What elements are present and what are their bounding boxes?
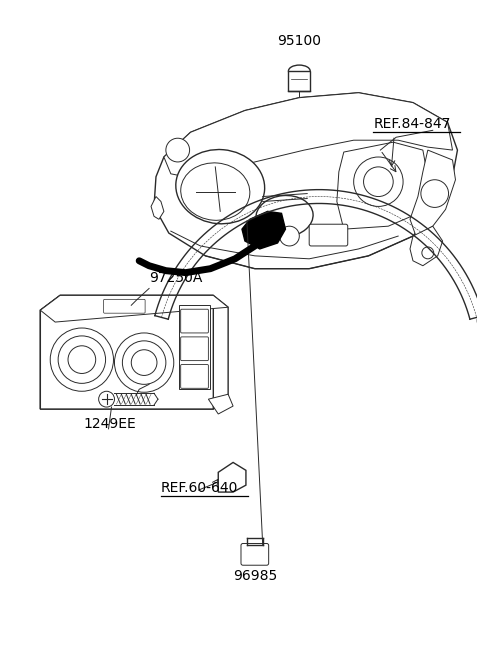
Circle shape [50, 328, 113, 391]
Circle shape [122, 341, 166, 384]
Circle shape [131, 350, 157, 375]
FancyBboxPatch shape [309, 224, 348, 246]
Polygon shape [410, 150, 456, 236]
FancyBboxPatch shape [179, 305, 210, 389]
Circle shape [114, 333, 174, 392]
Circle shape [421, 180, 448, 207]
Polygon shape [40, 295, 213, 409]
Polygon shape [151, 197, 164, 219]
FancyBboxPatch shape [288, 71, 310, 91]
Ellipse shape [256, 195, 313, 237]
Ellipse shape [477, 310, 480, 331]
Circle shape [68, 346, 96, 373]
Text: 1249EE: 1249EE [84, 417, 137, 431]
Text: REF.60-640: REF.60-640 [161, 481, 238, 495]
Text: REF.84-847: REF.84-847 [373, 117, 451, 131]
Circle shape [166, 138, 190, 162]
FancyBboxPatch shape [104, 299, 145, 313]
Polygon shape [208, 394, 233, 414]
Ellipse shape [176, 150, 264, 224]
Circle shape [363, 167, 393, 197]
Polygon shape [164, 92, 453, 176]
Polygon shape [218, 462, 246, 492]
FancyBboxPatch shape [180, 365, 208, 388]
Text: 95100: 95100 [277, 34, 321, 49]
Text: 96985: 96985 [233, 569, 277, 583]
FancyBboxPatch shape [241, 543, 269, 565]
Polygon shape [410, 226, 443, 266]
Polygon shape [40, 295, 228, 409]
Polygon shape [337, 142, 428, 229]
FancyBboxPatch shape [180, 337, 208, 361]
Ellipse shape [181, 163, 250, 220]
Text: 97250A: 97250A [149, 272, 203, 285]
Polygon shape [242, 211, 286, 249]
Circle shape [99, 391, 114, 407]
FancyBboxPatch shape [180, 309, 208, 333]
Circle shape [279, 226, 300, 246]
Polygon shape [154, 92, 457, 269]
Ellipse shape [288, 65, 310, 77]
Circle shape [422, 247, 434, 259]
Circle shape [354, 157, 403, 207]
Polygon shape [40, 295, 228, 322]
Circle shape [58, 336, 106, 383]
